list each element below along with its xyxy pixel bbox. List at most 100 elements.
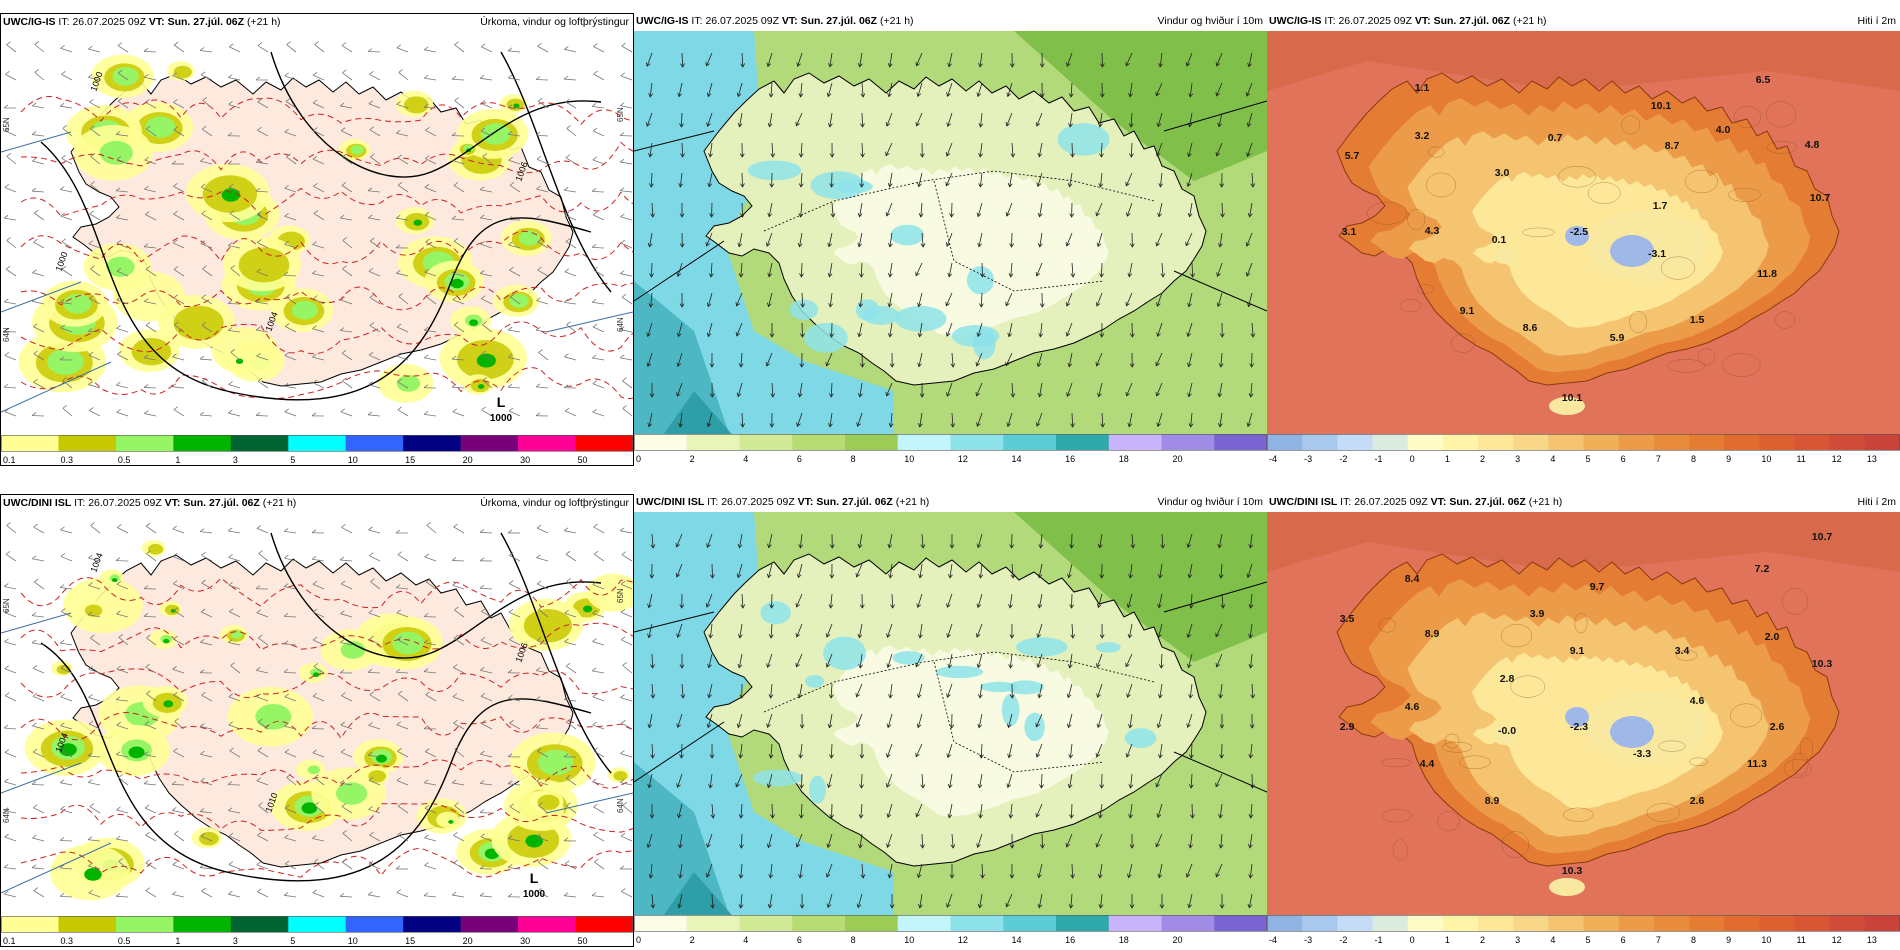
wind-barb	[368, 384, 381, 389]
wind-barb	[284, 187, 297, 193]
colorbar-swatch	[518, 435, 577, 451]
wind-arrow-head	[1188, 93, 1194, 98]
wind-arrow	[800, 82, 803, 97]
temp-contour	[1501, 831, 1530, 858]
wind-barb	[454, 44, 465, 53]
wind-barb	[4, 411, 17, 417]
wind-barb	[592, 895, 605, 898]
wind-arrow-head	[736, 392, 742, 398]
wind-arrow-head	[710, 574, 715, 579]
wind-barb-flag	[367, 751, 373, 756]
wind-arrow	[1155, 833, 1163, 847]
wind-arrow-head	[1037, 212, 1043, 218]
wind-barb-flag	[284, 834, 289, 839]
wind-arrow	[829, 713, 833, 728]
wind-arrow-head	[1065, 331, 1071, 337]
wind-arrow	[919, 623, 923, 638]
temperature-label: 6.5	[1756, 74, 1771, 86]
wind-arrow	[768, 262, 773, 277]
colorbar-tick-label: 7	[1656, 454, 1661, 464]
colorbar-swatch	[739, 915, 793, 931]
wind-barb	[60, 556, 73, 562]
wind-barb	[480, 895, 493, 898]
wind-barb	[228, 186, 241, 193]
precip-area-moderate	[238, 247, 290, 283]
wind-arrow	[1251, 683, 1254, 698]
wind-barb	[312, 558, 325, 562]
wind-barb	[88, 839, 101, 842]
wind-arrow	[1248, 893, 1253, 908]
wind-arrow-head	[1039, 303, 1045, 308]
temperature-label: 3.4	[1675, 645, 1690, 657]
wind-barb	[32, 300, 45, 305]
colorbar-tick-label: 2	[1480, 454, 1485, 464]
wind-arrow-head	[679, 754, 684, 759]
lead-time: (+21 h)	[246, 16, 281, 28]
temp-contour	[1730, 703, 1763, 728]
colorbar-tick-label: 5	[290, 455, 295, 465]
wind-barb	[88, 557, 101, 562]
wind-barb-flag	[507, 753, 513, 758]
model-name: UWC/DINI ISL	[636, 496, 705, 508]
wind-arrow-head	[1189, 754, 1194, 759]
wind-barb	[145, 834, 157, 842]
wind-barb	[592, 641, 605, 646]
wind-arrow-head	[1160, 544, 1166, 549]
wind-barb	[453, 862, 465, 870]
valid-time: Sun. 27.júl. 06Z	[816, 496, 893, 508]
wind-arrow-head	[676, 723, 681, 729]
wind-barb	[396, 587, 409, 590]
wind-arrow	[677, 352, 683, 367]
wind-barb	[145, 268, 157, 277]
wind-arrow	[1038, 863, 1043, 878]
wind-barb-flag	[591, 892, 597, 896]
wind-arrow-head	[1218, 243, 1223, 248]
wind-barb	[89, 298, 101, 305]
wind-barb-flag	[255, 187, 261, 192]
wind-barb-flag	[565, 662, 571, 667]
wind-barb-flag	[426, 293, 431, 298]
wind-barb-flag	[508, 156, 513, 161]
wind-arrow-head	[739, 153, 745, 158]
wind-arrow	[771, 142, 774, 157]
wind-barb-flag	[256, 667, 261, 671]
wind-barb-flag	[507, 383, 513, 388]
wind-arrow	[1216, 52, 1223, 67]
wind-barb	[32, 751, 45, 758]
wind-arrow	[1007, 82, 1013, 97]
wind-barb-flag	[6, 41, 11, 45]
wind-barb-flag	[591, 244, 597, 248]
colorbar-tick-label: 8	[1691, 454, 1696, 464]
wind-arrow-head	[1245, 272, 1251, 277]
colorbar-tick-label: 50	[578, 455, 588, 465]
wind-arrow-head	[1070, 634, 1076, 639]
wind-barb	[622, 408, 633, 417]
wind-arrow	[711, 893, 714, 909]
wind-patch-strong	[1124, 728, 1157, 749]
wind-barb	[564, 189, 577, 193]
wind-barb-flag	[339, 669, 345, 674]
wind-arrow-head	[1246, 152, 1251, 157]
wind-barb-flag	[563, 696, 569, 700]
wind-barb-flag	[284, 72, 289, 77]
colorbar-swatch	[1214, 915, 1267, 931]
wind-arrow-head	[1097, 543, 1103, 549]
wind-barb-flag	[5, 71, 10, 75]
colorbar-swatch	[1794, 915, 1831, 931]
precip-area-moderate	[173, 305, 224, 341]
wind-barb	[452, 696, 465, 702]
wind-arrow-head	[1247, 62, 1252, 68]
wind-barb	[284, 75, 297, 81]
wind-barb	[620, 357, 633, 361]
wind-barb	[424, 49, 437, 53]
wind-barb	[4, 668, 17, 674]
precip-area-intense	[163, 638, 170, 644]
wind-arrow	[739, 743, 743, 758]
wind-arrow-head	[1129, 844, 1135, 849]
colorbar-swatch	[1759, 434, 1795, 450]
wind-barb-flag	[342, 829, 348, 834]
wind-arrow-head	[765, 361, 771, 367]
wind-arrow-head	[917, 182, 922, 188]
wind-barb	[256, 669, 269, 674]
wind-arrow	[1247, 563, 1253, 578]
